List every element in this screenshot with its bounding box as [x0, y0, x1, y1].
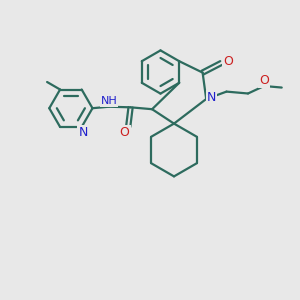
Text: N: N — [79, 126, 88, 139]
Text: N: N — [207, 91, 216, 104]
Text: O: O — [223, 55, 233, 68]
Text: O: O — [120, 126, 130, 139]
Text: NH: NH — [100, 96, 117, 106]
Text: O: O — [259, 74, 269, 86]
